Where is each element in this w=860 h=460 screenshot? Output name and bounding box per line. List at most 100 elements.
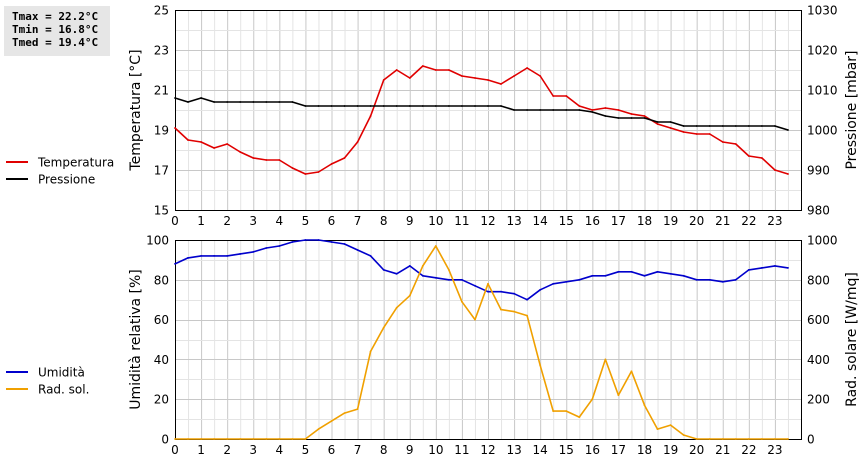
data-point [395, 105, 398, 107]
x-tick-label: 22 [741, 214, 756, 228]
x-tick-label: 7 [354, 214, 362, 228]
data-point [552, 410, 555, 412]
series-points [174, 245, 789, 440]
data-point [317, 239, 320, 241]
x-tick-label: 9 [406, 214, 414, 228]
data-point [708, 133, 711, 135]
data-point [356, 141, 359, 143]
data-point [343, 412, 346, 414]
tmed-text: Tmed = 19.4°C [12, 36, 99, 49]
data-point [252, 251, 255, 253]
legend-label: Temperatura [37, 156, 114, 170]
data-point [526, 298, 528, 301]
data-point [369, 105, 372, 107]
x-tick-label: 14 [533, 214, 548, 228]
x-tick-label: 6 [328, 214, 336, 228]
y-axis-title-left: Temperatura [°C] [128, 49, 144, 171]
data-point [408, 105, 411, 107]
data-point [304, 105, 307, 107]
data-point [265, 159, 268, 161]
data-point [578, 105, 581, 107]
data-point [343, 105, 346, 107]
data-point [174, 97, 176, 99]
data-point [291, 101, 294, 103]
x-tick-label: 6 [328, 443, 336, 457]
x-tick-label: 9 [406, 443, 414, 457]
data-point [239, 151, 242, 153]
data-point [291, 241, 294, 243]
data-point [604, 358, 607, 361]
y-tick-label-left: 100 [146, 234, 169, 248]
data-point [487, 105, 489, 107]
data-point [239, 101, 242, 103]
data-point [226, 101, 229, 103]
data-point [408, 265, 411, 267]
data-point [174, 438, 176, 440]
x-tick-label: 8 [380, 443, 388, 457]
x-tick-label: 19 [663, 214, 678, 228]
x-tick-label: 10 [428, 443, 443, 457]
data-point [669, 424, 672, 426]
data-point [448, 105, 450, 107]
data-point [369, 255, 372, 257]
y-axis-title-left: Umidità relativa [%] [128, 269, 144, 410]
data-point [552, 95, 555, 97]
x-tick-label: 15 [559, 214, 574, 228]
data-point [539, 364, 542, 367]
data-point [591, 109, 594, 111]
x-tick-label: 4 [276, 443, 284, 457]
data-point [734, 278, 737, 281]
data-point [565, 410, 568, 412]
x-tick-label: 0 [171, 214, 179, 228]
y-tick-label-right: 0 [807, 433, 815, 447]
data-point [656, 123, 659, 125]
data-point [787, 129, 789, 131]
y-tick-label-right: 600 [807, 313, 830, 327]
tmin-text: Tmin = 16.8°C [12, 23, 99, 36]
data-point [421, 265, 424, 267]
x-tick-label: 12 [480, 443, 495, 457]
y-tick-label-right: 1000 [807, 124, 838, 138]
data-point [343, 243, 346, 245]
series-line-rad-sol [175, 245, 788, 440]
data-point [200, 438, 203, 440]
data-point [774, 265, 776, 267]
data-point [213, 438, 216, 440]
data-point [669, 127, 672, 129]
data-point [656, 428, 659, 430]
data-point [787, 173, 789, 175]
data-point [787, 438, 789, 440]
data-point [434, 69, 437, 71]
data-point [421, 274, 424, 277]
y-tick-label-right: 1000 [807, 234, 838, 248]
data-point [682, 131, 685, 133]
data-point [656, 121, 659, 123]
data-point [500, 105, 502, 107]
data-point [408, 77, 411, 79]
data-point [578, 109, 581, 111]
y-tick-label-left: 17 [154, 164, 169, 178]
data-point [304, 173, 307, 175]
data-point [682, 274, 685, 277]
data-point [265, 247, 268, 249]
y-tick-label-left: 0 [161, 433, 169, 447]
data-point [421, 105, 424, 107]
data-point [591, 398, 594, 401]
data-point [500, 290, 502, 293]
data-point [382, 269, 385, 271]
x-tick-label: 13 [506, 443, 521, 457]
data-point [461, 75, 463, 77]
data-point [487, 79, 489, 81]
data-point [761, 438, 763, 440]
data-point [552, 282, 555, 285]
y-axis-title-right: Rad. solare [W/mq] [844, 272, 860, 407]
series-line-temperatura [174, 65, 789, 175]
data-point [604, 115, 607, 117]
data-point [539, 75, 542, 77]
data-point [721, 438, 724, 440]
x-tick-label: 10 [428, 214, 443, 228]
data-point [526, 314, 528, 317]
data-point [252, 438, 255, 440]
data-point [695, 125, 698, 127]
legend-label: Pressione [38, 173, 95, 187]
